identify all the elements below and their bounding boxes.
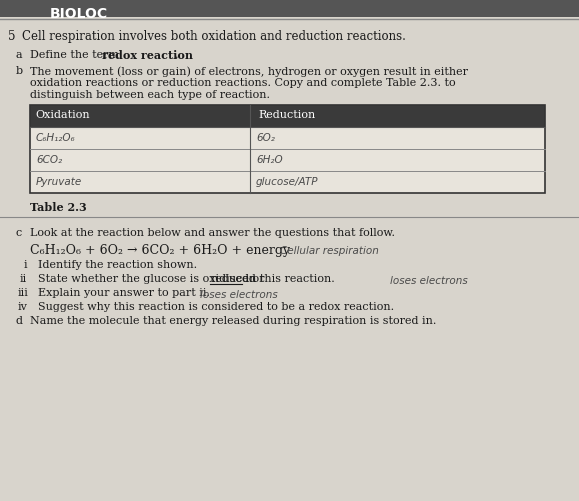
Bar: [30, 106, 545, 193]
Text: Table 2.3: Table 2.3: [30, 201, 87, 212]
Text: Name the molecule that energy released during respiration is stored in.: Name the molecule that energy released d…: [30, 315, 437, 325]
Text: glucose/ATP: glucose/ATP: [256, 177, 318, 187]
Text: c: c: [16, 227, 22, 237]
Text: oxidation reactions or reduction reactions. Copy and complete Table 2.3. to: oxidation reactions or reduction reactio…: [30, 78, 456, 88]
Bar: [0, 0, 579, 18]
Text: ii: ii: [20, 274, 27, 284]
Text: i: i: [24, 260, 28, 270]
Text: loses electrons: loses electrons: [200, 290, 278, 300]
Text: Reduction: Reduction: [258, 110, 315, 120]
Text: Look at the reaction below and answer the questions that follow.: Look at the reaction below and answer th…: [30, 227, 395, 237]
Text: C₆H₁₂O₆ + 6O₂ → 6CO₂ + 6H₂O + energy: C₆H₁₂O₆ + 6O₂ → 6CO₂ + 6H₂O + energy: [30, 243, 290, 257]
Text: Suggest why this reaction is considered to be a redox reaction.: Suggest why this reaction is considered …: [38, 302, 394, 312]
Text: reduced: reduced: [210, 274, 256, 284]
Text: redox reaction: redox reaction: [102, 50, 193, 61]
Text: 6O₂: 6O₂: [256, 133, 275, 143]
Text: distinguish between each type of reaction.: distinguish between each type of reactio…: [30, 90, 270, 100]
Text: The movement (loss or gain) of electrons, hydrogen or oxygen result in either: The movement (loss or gain) of electrons…: [30, 66, 468, 77]
Text: 6CO₂: 6CO₂: [36, 155, 62, 165]
Text: a: a: [16, 50, 23, 60]
Text: State whether the glucose is oxidised or: State whether the glucose is oxidised or: [38, 274, 268, 284]
Text: Cell respiration involves both oxidation and reduction reactions.: Cell respiration involves both oxidation…: [22, 30, 406, 43]
Text: .: .: [175, 50, 178, 60]
Text: 6H₂O: 6H₂O: [256, 155, 283, 165]
Text: Pyruvate: Pyruvate: [36, 177, 82, 187]
Text: Cellular respiration: Cellular respiration: [280, 245, 379, 256]
Bar: [30, 172, 545, 193]
Bar: [30, 106, 545, 128]
Text: iii: iii: [18, 288, 29, 298]
Text: iv: iv: [18, 302, 28, 312]
Text: b: b: [16, 66, 23, 76]
Text: loses electrons: loses electrons: [390, 276, 468, 286]
Text: C₆H₁₂O₆: C₆H₁₂O₆: [36, 133, 76, 143]
Bar: [30, 150, 545, 172]
Text: 5: 5: [8, 30, 16, 43]
Text: Oxidation: Oxidation: [35, 110, 90, 120]
Text: BIOLOC: BIOLOC: [50, 7, 108, 21]
Text: Define the term: Define the term: [30, 50, 123, 60]
Text: Identify the reaction shown.: Identify the reaction shown.: [38, 260, 197, 270]
Text: d: d: [16, 315, 23, 325]
Text: in this reaction.: in this reaction.: [241, 274, 335, 284]
Text: Explain your answer to part ii.: Explain your answer to part ii.: [38, 288, 210, 298]
Bar: [30, 128, 545, 150]
